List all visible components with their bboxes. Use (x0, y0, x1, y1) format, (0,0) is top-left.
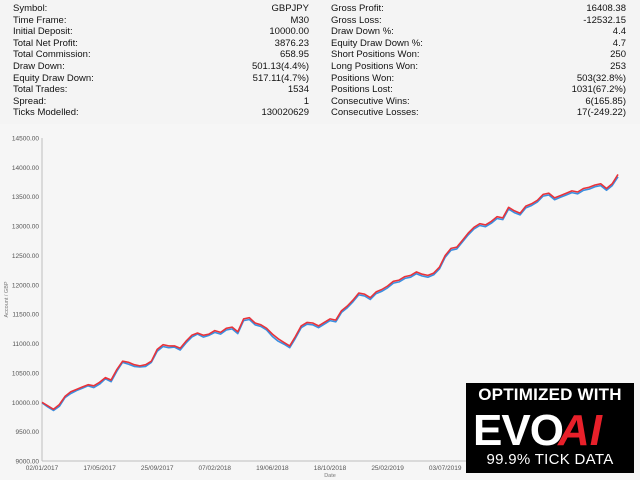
stat-row: Consecutive Losses: 17(-249.22) (331, 107, 626, 119)
stat-row: Total Trades: 1534 (13, 84, 309, 96)
y-tick-label: 10000.00 (12, 400, 39, 407)
badge-title: OPTIMIZED WITH (478, 385, 622, 404)
evo-ai-badge: OPTIMIZED WITH EVO AI 99.9% TICK DATA (466, 383, 634, 473)
stat-row: Spread: 1 (13, 96, 309, 108)
stat-value: 1031(67.2%) (571, 84, 626, 96)
stat-value: 3876.23 (274, 37, 309, 49)
stats-panel: Symbol: GBPJPY Time Frame: M30 Initial Depos… (0, 0, 640, 124)
y-tick-label: 13000.00 (12, 224, 39, 231)
stat-row: Draw Down: 501.13(4.4%) (13, 61, 309, 73)
stat-value: 501.13(4.4%) (251, 61, 309, 72)
stat-row: Positions Won: 503(32.8%) (331, 73, 626, 85)
stat-value: 130020629 (261, 107, 309, 119)
stat-label: Positions Won: (331, 72, 395, 84)
stat-value: 1 (303, 95, 309, 107)
stat-value: 17(-249.22) (576, 107, 626, 119)
stat-row: Initial Deposit: 10000.00 (13, 26, 309, 38)
logo-ai-text: AI (557, 406, 603, 449)
stat-label: Draw Down %: (331, 26, 394, 38)
stat-value: 253 (610, 61, 626, 72)
y-tick-label: 13500.00 (12, 194, 39, 201)
y-tick-label: 10500.00 (12, 370, 39, 377)
stat-row: Total Commission: 658.95 (13, 49, 309, 61)
stat-value: 658.95 (279, 49, 309, 61)
stat-label: Positions Lost: (331, 84, 393, 96)
stat-value: 16408.38 (586, 3, 626, 14)
stat-value: 6(165.85) (585, 95, 626, 107)
y-tick-label: 12000.00 (12, 282, 39, 289)
x-tick-label: 18/10/2018 (314, 465, 347, 472)
logo-evo-text: EVO (473, 406, 563, 449)
x-axis-label: Date (324, 473, 336, 479)
series-line-blue (41, 176, 619, 412)
y-axis-label: Account / GBP (4, 281, 10, 317)
y-tick-label: 14000.00 (12, 165, 39, 172)
stat-value: 517.11(4.7%) (252, 72, 309, 84)
stat-row: Gross Profit: 16408.38 (331, 3, 626, 15)
stat-label: Long Positions Won: (331, 61, 418, 72)
stat-label: Initial Deposit: (13, 26, 73, 38)
stat-value: M30 (290, 14, 309, 26)
stat-value: 1534 (287, 84, 309, 96)
x-tick-label: 07/02/2018 (199, 465, 232, 472)
y-tick-label: 9000.00 (16, 459, 40, 466)
stat-row: Consecutive Wins: 6(165.85) (331, 96, 626, 108)
x-tick-label: 03/07/2019 (429, 465, 462, 472)
y-tick-label: 12500.00 (12, 253, 39, 260)
stat-label: Draw Down: (13, 61, 65, 72)
badge-subtitle: 99.9% TICK DATA (486, 451, 614, 468)
y-tick-label: 9500.00 (16, 429, 40, 436)
stat-value: -12532.15 (583, 14, 626, 26)
stat-value: GBPJPY (271, 3, 310, 14)
stat-value: 250 (610, 49, 626, 61)
stat-row: Gross Loss: -12532.15 (331, 15, 626, 27)
stat-row: Ticks Modelled: 130020629 (13, 107, 309, 119)
stat-label: Time Frame: (13, 14, 67, 26)
stat-label: Gross Loss: (331, 14, 382, 26)
x-tick-label: 17/05/2017 (83, 465, 116, 472)
stat-value: 10000.00 (269, 26, 309, 38)
stat-label: Total Net Profit: (13, 37, 78, 49)
stat-label: Consecutive Losses: (331, 107, 419, 119)
y-tick-label: 11500.00 (12, 312, 39, 319)
y-tick-label: 11000.00 (12, 341, 39, 348)
stat-label: Consecutive Wins: (331, 95, 410, 107)
stat-label: Total Trades: (13, 84, 68, 96)
x-tick-label: 19/06/2018 (256, 465, 289, 472)
stat-label: Short Positions Won: (331, 49, 420, 61)
stat-label: Equity Draw Down %: (331, 37, 423, 49)
stat-row: Short Positions Won: 250 (331, 49, 626, 61)
stat-row: Symbol: GBPJPY (13, 3, 309, 15)
stat-label: Spread: (13, 95, 47, 107)
stat-row: Time Frame: M30 (13, 15, 309, 27)
stat-label: Ticks Modelled: (13, 107, 79, 119)
x-tick-label: 25/09/2017 (141, 465, 174, 472)
stat-label: Equity Draw Down: (13, 72, 94, 84)
stat-label: Total Commission: (13, 49, 91, 61)
series-line-red (41, 173, 619, 411)
stat-row: Long Positions Won: 253 (331, 61, 626, 73)
stat-row: Draw Down %: 4.4 (331, 26, 626, 38)
stat-value: 503(32.8%) (576, 72, 626, 84)
stat-row: Equity Draw Down: 517.11(4.7%) (13, 73, 309, 85)
evo-ai-logo: EVO AI (473, 406, 603, 449)
stat-label: Symbol: (13, 3, 48, 14)
x-tick-label: 25/02/2019 (371, 465, 404, 472)
y-tick-label: 14500.00 (12, 136, 39, 143)
stat-row: Equity Draw Down %: 4.7 (331, 38, 626, 50)
stat-row: Positions Lost: 1031(67.2%) (331, 84, 626, 96)
stat-value: 4.4 (612, 26, 626, 38)
stat-row: Total Net Profit: 3876.23 (13, 38, 309, 50)
stat-label: Gross Profit: (331, 3, 384, 14)
stat-value: 4.7 (612, 37, 626, 49)
x-tick-label: 02/01/2017 (26, 465, 59, 472)
